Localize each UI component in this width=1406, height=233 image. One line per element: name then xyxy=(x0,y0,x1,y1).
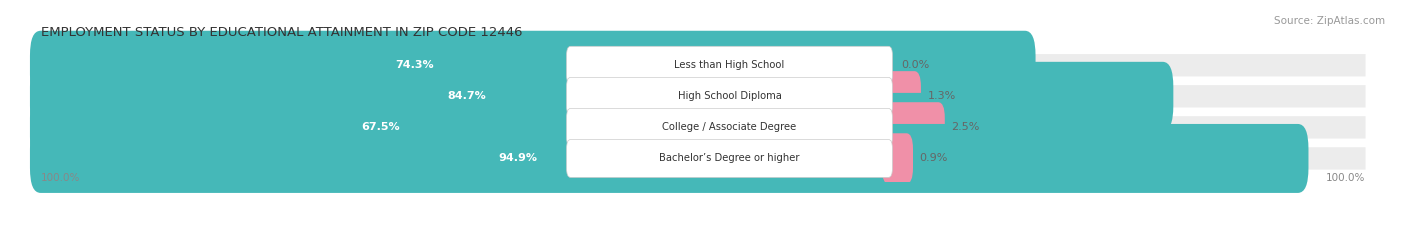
FancyBboxPatch shape xyxy=(30,93,945,162)
FancyBboxPatch shape xyxy=(41,147,1365,170)
Text: 100.0%: 100.0% xyxy=(41,173,80,183)
Text: 94.9%: 94.9% xyxy=(499,154,538,163)
FancyBboxPatch shape xyxy=(30,62,1174,131)
FancyBboxPatch shape xyxy=(41,54,1365,76)
Text: 100.0%: 100.0% xyxy=(1326,173,1365,183)
FancyBboxPatch shape xyxy=(30,124,1309,193)
FancyBboxPatch shape xyxy=(567,77,893,115)
Text: 1.3%: 1.3% xyxy=(928,91,956,101)
Text: Less than High School: Less than High School xyxy=(675,60,785,70)
Text: 2.5%: 2.5% xyxy=(952,122,980,132)
FancyBboxPatch shape xyxy=(567,46,893,84)
Text: High School Diploma: High School Diploma xyxy=(678,91,782,101)
Text: 0.9%: 0.9% xyxy=(920,154,948,163)
Text: 67.5%: 67.5% xyxy=(361,122,399,132)
FancyBboxPatch shape xyxy=(882,102,945,153)
Text: EMPLOYMENT STATUS BY EDUCATIONAL ATTAINMENT IN ZIP CODE 12446: EMPLOYMENT STATUS BY EDUCATIONAL ATTAINM… xyxy=(41,26,522,39)
Text: Bachelor’s Degree or higher: Bachelor’s Degree or higher xyxy=(659,154,800,163)
Text: 84.7%: 84.7% xyxy=(447,91,486,101)
FancyBboxPatch shape xyxy=(882,133,912,184)
FancyBboxPatch shape xyxy=(41,116,1365,139)
Text: 0.0%: 0.0% xyxy=(901,60,929,70)
FancyBboxPatch shape xyxy=(567,108,893,146)
Text: College / Associate Degree: College / Associate Degree xyxy=(662,122,797,132)
FancyBboxPatch shape xyxy=(30,31,1036,100)
FancyBboxPatch shape xyxy=(567,140,893,177)
Text: 74.3%: 74.3% xyxy=(395,60,434,70)
FancyBboxPatch shape xyxy=(41,85,1365,107)
Text: Source: ZipAtlas.com: Source: ZipAtlas.com xyxy=(1274,16,1385,26)
FancyBboxPatch shape xyxy=(882,71,921,121)
